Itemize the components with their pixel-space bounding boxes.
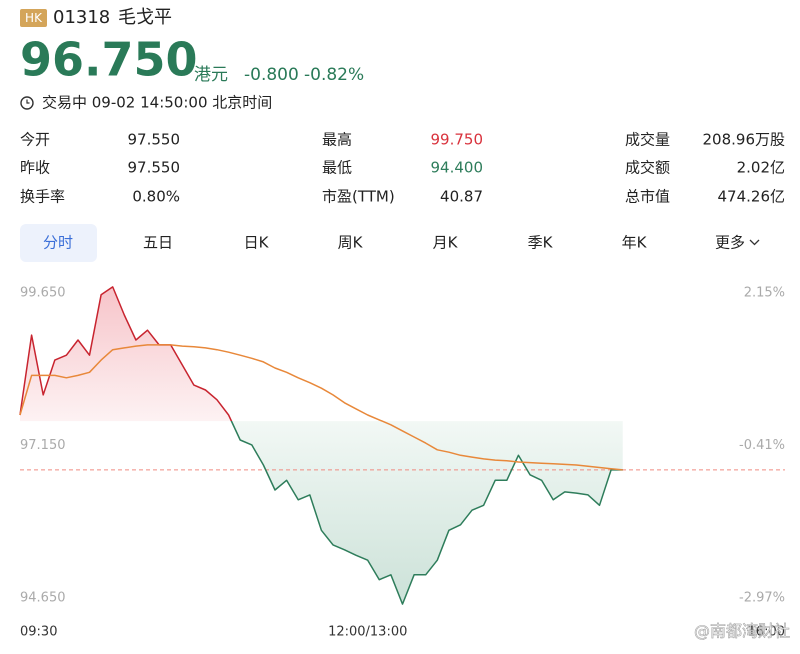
tab[interactable]: 月K [433,234,459,252]
stat-value: 97.550 [128,131,181,149]
stat-label: 换手率 [20,188,65,206]
tab[interactable]: 年K [622,234,648,252]
stat-value: 0.80% [132,188,180,206]
currency: 港元 [194,65,228,85]
stat-value: 40.87 [440,188,483,206]
market-badge [20,9,47,27]
x-tick-label: 12:00/13:00 [328,625,407,640]
clock-hands [26,99,30,104]
stat-value: 97.550 [128,159,181,177]
stat-value: 474.26亿 [718,188,786,206]
y-tick-label: 97.150 [20,438,66,453]
tab[interactable]: 分时 [43,234,73,252]
y2-tick-label: -0.41% [739,438,785,453]
change: -0.800 [244,65,299,85]
stat-label: 总市值 [625,188,670,206]
x-tick-label: 16:00 [748,625,785,640]
stat-value: 2.02亿 [737,159,785,177]
active-tab-bg [20,224,97,262]
status: 交易中 09-02 14:50:00 北京时间 [42,94,272,112]
clock-icon [20,96,34,110]
tab[interactable]: 周K [338,234,364,252]
stat-value: 99.750 [431,131,484,149]
stat-label: 最高 [322,131,352,149]
average-line [19,344,623,471]
tab[interactable]: 更多 [715,234,745,252]
y-tick-label: 99.650 [20,286,66,301]
stat-value: 208.96万股 [703,131,786,149]
more-chevron [749,239,760,246]
y-tick-label: 94.650 [20,591,66,606]
stat-value: 94.400 [431,159,484,177]
stat-label: 市盈(TTM) [322,188,395,206]
price: 96.750 [20,33,198,87]
y2-tick-label: -2.97% [739,591,785,606]
tab[interactable]: 五日 [143,234,173,252]
stock-name: 毛戈平 [118,7,172,28]
y2-tick-label: 2.15% [744,286,785,301]
x-tick-label: 09:30 [20,625,57,640]
tab[interactable]: 日K [244,234,270,252]
stat-label: 最低 [322,159,352,177]
watermark: @南都湾财社 [694,622,790,641]
stat-label: 成交量 [625,131,670,149]
stat-label: 今开 [20,131,50,149]
tab[interactable]: 季K [528,234,554,252]
market-label: HK [25,11,43,25]
stat-label: 昨收 [20,159,50,177]
change-pct: -0.82% [304,65,364,85]
stat-label: 成交额 [625,159,670,177]
stock-code: 01318 [53,7,110,28]
price-area [20,286,623,605]
